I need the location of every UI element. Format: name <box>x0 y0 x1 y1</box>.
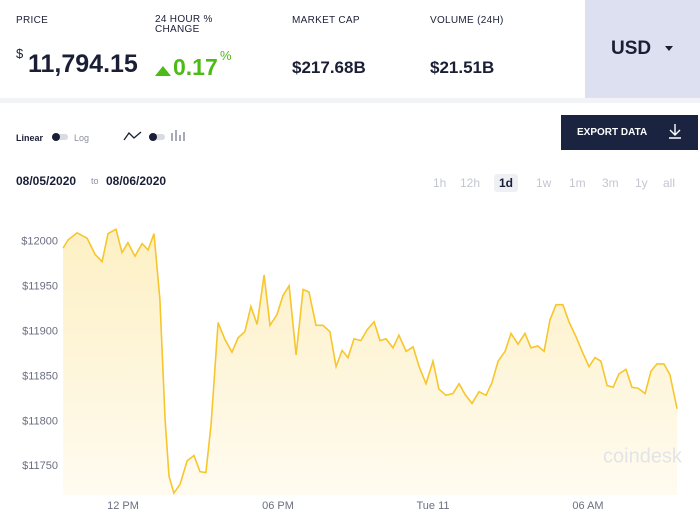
date-to: 08/06/2020 <box>106 174 167 188</box>
y-tick-label: $11850 <box>22 370 58 382</box>
date-from: 08/05/2020 <box>16 174 77 188</box>
range-button[interactable]: 1m <box>569 176 586 190</box>
currency-button[interactable]: USD <box>585 0 700 98</box>
price-line <box>62 227 678 496</box>
volume-value: $21.51B <box>430 58 495 77</box>
change-unit: % <box>220 48 232 63</box>
range-button[interactable]: 1d <box>494 174 519 192</box>
x-tick-label: 12 PM <box>107 500 139 512</box>
price-label: PRICE <box>16 15 49 26</box>
range-button[interactable]: all <box>663 176 676 190</box>
watermark: coindesk <box>603 445 683 467</box>
price-currency: $ <box>16 46 24 61</box>
range-button[interactable]: 3m <box>602 176 619 190</box>
change-label: 24 HOUR % CHANGE <box>155 14 213 35</box>
y-tick-label: $11950 <box>22 281 58 293</box>
y-tick-label: $11900 <box>22 326 58 338</box>
y-tick-label: $11750 <box>22 460 58 472</box>
date-sep: to <box>91 176 99 186</box>
x-tick-label: 06 PM <box>262 500 294 512</box>
change-value: 0.17 <box>173 54 218 80</box>
area-fill <box>63 229 678 495</box>
scale-toggle[interactable] <box>52 133 68 141</box>
volume-label: VOLUME (24H) <box>430 15 504 26</box>
divider <box>0 98 700 103</box>
up-arrow <box>155 66 171 76</box>
range-button[interactable]: 1h <box>433 176 447 190</box>
market-cap-label: MARKET CAP <box>292 15 360 26</box>
currency-text: USD <box>611 38 652 59</box>
x-tick-label: Tue 11 <box>416 500 449 512</box>
caret <box>665 46 673 51</box>
download-icon <box>669 124 681 139</box>
export-text: EXPORT DATA <box>577 127 648 138</box>
y-tick-label: $11800 <box>22 415 58 427</box>
range-button[interactable]: 12h <box>460 176 481 190</box>
log-label[interactable]: Log <box>74 133 90 143</box>
y-tick-label: $12000 <box>21 236 58 248</box>
market-cap-value: $217.68B <box>292 58 366 77</box>
chart-type-toggle[interactable] <box>123 129 185 143</box>
range-button[interactable]: 1y <box>635 176 648 190</box>
export-button[interactable]: EXPORT DATA <box>561 115 698 150</box>
range-button[interactable]: 1w <box>536 176 552 190</box>
x-tick-label: 06 AM <box>572 500 603 512</box>
linear-label[interactable]: Linear <box>16 133 44 143</box>
price-value: 11,794.15 <box>28 50 138 78</box>
